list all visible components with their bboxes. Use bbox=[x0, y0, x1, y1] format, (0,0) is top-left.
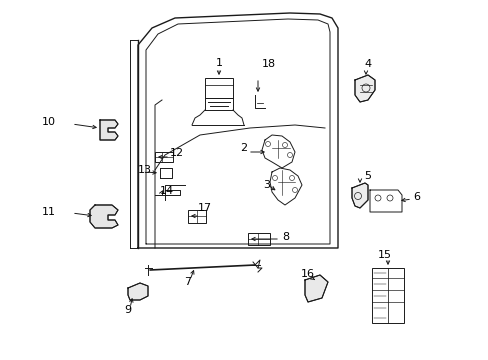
Text: 6: 6 bbox=[412, 192, 419, 202]
Polygon shape bbox=[90, 205, 118, 228]
Polygon shape bbox=[100, 120, 118, 140]
Bar bbox=[247, 233, 269, 245]
Text: 4: 4 bbox=[364, 59, 371, 69]
Text: 2: 2 bbox=[240, 143, 246, 153]
Text: 13: 13 bbox=[138, 165, 152, 175]
Bar bbox=[187, 210, 205, 223]
Polygon shape bbox=[305, 275, 327, 302]
Bar bbox=[371, 268, 403, 323]
Text: 17: 17 bbox=[198, 203, 212, 213]
Text: 10: 10 bbox=[42, 117, 56, 127]
Text: 5: 5 bbox=[364, 171, 371, 181]
Text: 14: 14 bbox=[160, 186, 174, 196]
Bar bbox=[204, 78, 232, 98]
Text: 18: 18 bbox=[262, 59, 276, 69]
Bar bbox=[155, 152, 173, 162]
Text: 11: 11 bbox=[42, 207, 56, 217]
Text: 16: 16 bbox=[301, 269, 314, 279]
Text: 8: 8 bbox=[282, 232, 288, 242]
Text: 9: 9 bbox=[124, 305, 131, 315]
Text: 3: 3 bbox=[263, 180, 269, 190]
Text: 1: 1 bbox=[215, 58, 222, 68]
Text: 12: 12 bbox=[170, 148, 184, 158]
Polygon shape bbox=[351, 183, 367, 208]
Text: 15: 15 bbox=[377, 250, 391, 260]
Polygon shape bbox=[354, 75, 374, 102]
Text: 7: 7 bbox=[184, 277, 191, 287]
Polygon shape bbox=[128, 283, 148, 300]
